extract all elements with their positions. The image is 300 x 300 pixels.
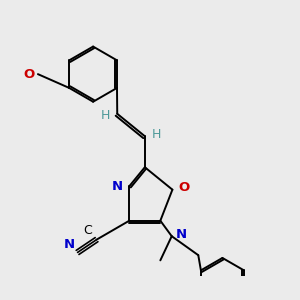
Text: O: O bbox=[178, 182, 190, 194]
Text: N: N bbox=[64, 238, 75, 251]
Text: C: C bbox=[84, 224, 92, 237]
Text: H: H bbox=[152, 128, 161, 141]
Text: N: N bbox=[112, 180, 123, 193]
Text: N: N bbox=[176, 228, 187, 241]
Text: H: H bbox=[101, 109, 110, 122]
Text: O: O bbox=[23, 68, 34, 81]
